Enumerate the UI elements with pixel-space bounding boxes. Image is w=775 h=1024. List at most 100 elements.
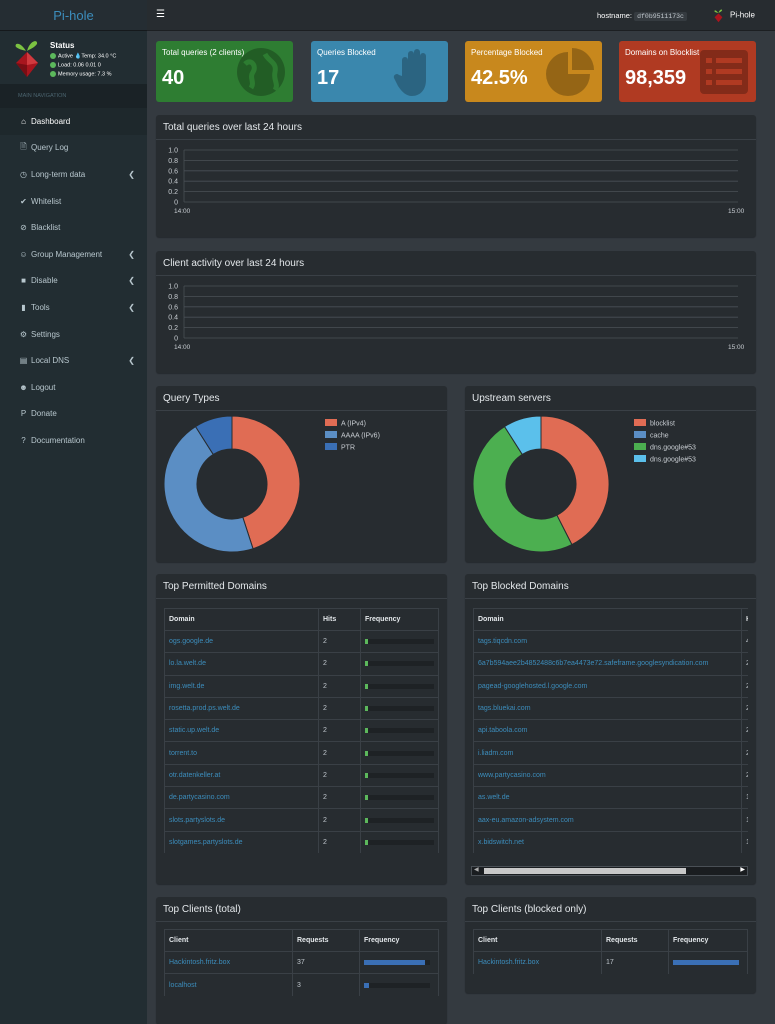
sidebar-item-donate[interactable]: P Donate [0,401,147,428]
client-link[interactable]: localhost [169,981,197,989]
hits-cell: 2 [318,786,361,809]
sidebar-item-blacklist[interactable]: ⊘ Blacklist [0,214,147,241]
stat-value: 98,359 [625,67,687,89]
col-hits[interactable]: Hits [318,608,361,631]
scroll-right-icon[interactable]: ▶ [740,867,745,873]
sidebar-item-logout[interactable]: ☻ Logout [0,374,147,401]
pie-slice[interactable] [472,425,573,553]
legend-item[interactable]: PTR [341,445,355,452]
table-row: lo.la.welt.de 2 [164,652,439,676]
status-active: Active 💧Temp: 34.0 °C [50,53,116,59]
frequency-fill [364,960,425,966]
legend-item[interactable]: AAAA (IPv6) [341,433,380,440]
domain-link[interactable]: slotgames.partyslots.de [169,839,243,847]
domain-link[interactable]: img.welt.de [169,682,205,690]
domain-link[interactable]: slots.partyslots.de [169,816,226,824]
domain-link[interactable]: pagead-googlehosted.l.google.com [478,682,588,690]
sidebar-item-local-dns[interactable]: ▤ Local DNS ❮ [0,347,147,374]
check-circle-icon: ✔ [20,196,27,206]
domain-link[interactable]: rosetta.prod.ps.welt.de [169,705,240,713]
sidebar-item-whitelist[interactable]: ✔ Whitelist [0,188,147,215]
chevron-left-icon[interactable]: ❮ [128,249,135,259]
x-tick-label: 15:00 [728,208,745,215]
scrollbar-thumb[interactable] [484,868,686,874]
legend-item[interactable]: dns.google#53 [650,457,696,464]
y-tick-label: 0.8 [168,294,178,301]
file-icon: 🗎 [20,141,27,151]
col-requests[interactable]: Requests [601,929,669,952]
domain-link[interactable]: lo.la.welt.de [169,660,206,668]
sidebar-item-tools[interactable]: ▮ Tools ❮ [0,294,147,321]
domain-link[interactable]: torrent.to [169,749,198,757]
domain-link[interactable]: aax-eu.amazon-adsystem.com [478,816,574,824]
pie-slice[interactable] [503,415,542,456]
client-activity-chart-box: Client activity over last 24 hours 1.0 0.… [156,251,756,373]
legend-item[interactable]: A (IPv4) [341,421,366,428]
legend-item[interactable]: blocklist [650,421,675,428]
sidebar-item-documentation[interactable]: ? Documentation [0,427,147,454]
frequency-fill [673,960,739,966]
horizontal-scrollbar[interactable]: ◀ ▶ [471,866,748,876]
table-row: static.up.welt.de 2 [164,719,439,742]
domain-link[interactable]: de.partycasino.com [169,794,230,802]
sidebar-item-group-management[interactable]: ☺ Group Management ❮ [0,241,147,268]
chevron-left-icon[interactable]: ❮ [128,356,135,366]
frequency-bar [365,661,434,667]
scroll-left-icon[interactable]: ◀ [474,867,479,873]
col-domain[interactable]: Domain [164,608,319,631]
top-blocked-title: Top Blocked Domains [465,574,756,599]
percentage-blocked-box[interactable]: Percentage Blocked 42.5% [465,41,602,102]
domain-link[interactable]: 6a7b594aee2b4852488c6b7ea4473e72.safefra… [478,660,709,668]
table-row: tags.tiqcdn.com 4 [473,629,748,653]
domain-link[interactable]: static.up.welt.de [169,727,220,735]
hits-cell: 2 [318,719,361,742]
domains-on-blocklist-box[interactable]: Domains on Blocklist 98,359 [619,41,756,102]
col-frequency[interactable]: Frequency [668,929,748,952]
domain-link[interactable]: www.partycasino.com [478,771,546,779]
domain-link[interactable]: otr.datenkeller.at [169,771,221,779]
col-client[interactable]: Client [473,929,602,952]
legend-item[interactable]: dns.google#53 [650,445,696,452]
frequency-fill [365,817,369,823]
legend-item[interactable]: cache [650,433,669,440]
domain-link[interactable]: tags.tiqcdn.com [478,638,528,646]
col-frequency[interactable]: Frequency [360,608,439,631]
domain-link[interactable]: tags.bluekai.com [478,705,531,713]
domain-link[interactable]: api.taboola.com [478,727,528,735]
col-hits[interactable]: H [741,608,748,631]
sidebar-item-settings[interactable]: ⚙ Settings [0,321,147,348]
table-row: x.bidswitch.net 1 [473,830,748,854]
col-domain[interactable]: Domain [473,608,742,631]
pie-slice[interactable] [163,425,254,553]
chevron-left-icon[interactable]: ❮ [128,169,135,179]
active-dot-icon [50,53,56,59]
chevron-left-icon[interactable]: ❮ [128,276,135,286]
col-requests[interactable]: Requests [292,929,360,952]
queries-blocked-box[interactable]: Queries Blocked 17 [311,41,448,102]
client-link[interactable]: Hackintosh.fritz.box [478,959,540,967]
chevron-left-icon[interactable]: ❮ [128,302,135,312]
domain-link[interactable]: x.bidswitch.net [478,839,524,847]
total-queries-box[interactable]: Total queries (2 clients) 40 [156,41,293,102]
domain-link[interactable]: ogs.google.de [169,638,213,646]
app-logo[interactable]: Pi-hole [0,0,147,31]
folder-icon: ▮ [21,302,26,312]
sidebar-item-disable[interactable]: ■ Disable ❮ [0,268,147,295]
hits-cell: 2 [318,696,361,720]
domain-link[interactable]: i.liadm.com [478,749,514,757]
hits-cell: 2 [741,719,748,742]
pie-slice[interactable] [540,415,610,546]
sidebar-item-query-log[interactable]: 🗎 Query Log [0,135,147,162]
menu-toggle-icon[interactable]: ☰ [156,9,165,20]
client-link[interactable]: Hackintosh.fritz.box [169,959,231,967]
sidebar-item-dashboard[interactable]: ⌂ Dashboard [0,108,147,135]
domain-link[interactable]: as.welt.de [478,794,510,802]
pie-slice[interactable] [231,415,301,550]
hits-cell: 2 [741,763,748,787]
sidebar-item-long-term-data[interactable]: ◷ Long-term data ❮ [0,161,147,188]
col-client[interactable]: Client [164,929,293,952]
pie-slice[interactable] [194,415,233,456]
col-frequency[interactable]: Frequency [359,929,439,952]
user-menu[interactable]: Pi-hole [713,8,755,23]
top-blocked-table: Domain H tags.tiqcdn.com 4 6a7b594aee2b485… [473,608,748,854]
